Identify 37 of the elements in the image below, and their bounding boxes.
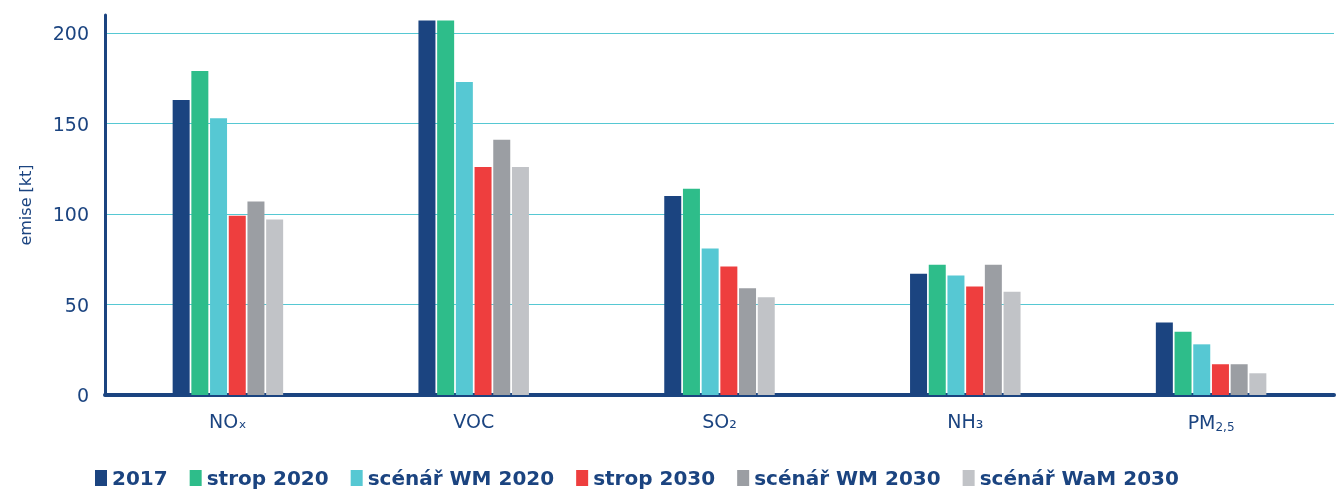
- x-tick-label: NOₓ: [209, 409, 247, 432]
- y-tick-label: 150: [52, 112, 89, 135]
- x-tick-label: VOC: [453, 409, 495, 432]
- y-tick-label: 50: [64, 293, 89, 316]
- bar: [1230, 364, 1248, 395]
- y-tick-label: 100: [52, 203, 89, 226]
- bar: [474, 167, 492, 395]
- legend-label: scénář WM 2030: [754, 466, 941, 490]
- bar: [1211, 364, 1229, 395]
- bar: [1003, 291, 1021, 395]
- legend-label: 2017: [112, 466, 168, 490]
- bar: [247, 201, 265, 395]
- bar: [739, 288, 757, 395]
- bar: [437, 20, 455, 395]
- legend-label: strop 2030: [593, 466, 716, 490]
- y-tick-label: 0: [76, 384, 89, 406]
- bar: [984, 264, 1002, 395]
- bar: [228, 215, 246, 395]
- legend-label: strop 2020: [206, 466, 329, 490]
- bar: [1174, 331, 1192, 395]
- x-tick-label: NH₃: [947, 409, 984, 432]
- y-axis-title: emise [kt]: [15, 164, 35, 246]
- bar: [191, 71, 209, 395]
- legend-label: scénář WM 2020: [367, 466, 555, 490]
- bar: [1193, 344, 1211, 395]
- bar: [682, 188, 700, 395]
- bar: [511, 167, 529, 395]
- legend-label: scénář WaM 2030: [979, 466, 1179, 490]
- x-tick-label: SO₂: [702, 409, 737, 432]
- bar: [1249, 373, 1267, 395]
- bar: [966, 286, 984, 395]
- bar: [493, 139, 511, 395]
- bar: [720, 266, 738, 395]
- bar: [757, 297, 775, 395]
- y-tick-label: 200: [52, 22, 89, 45]
- bar: [928, 264, 946, 395]
- bar: [266, 219, 284, 395]
